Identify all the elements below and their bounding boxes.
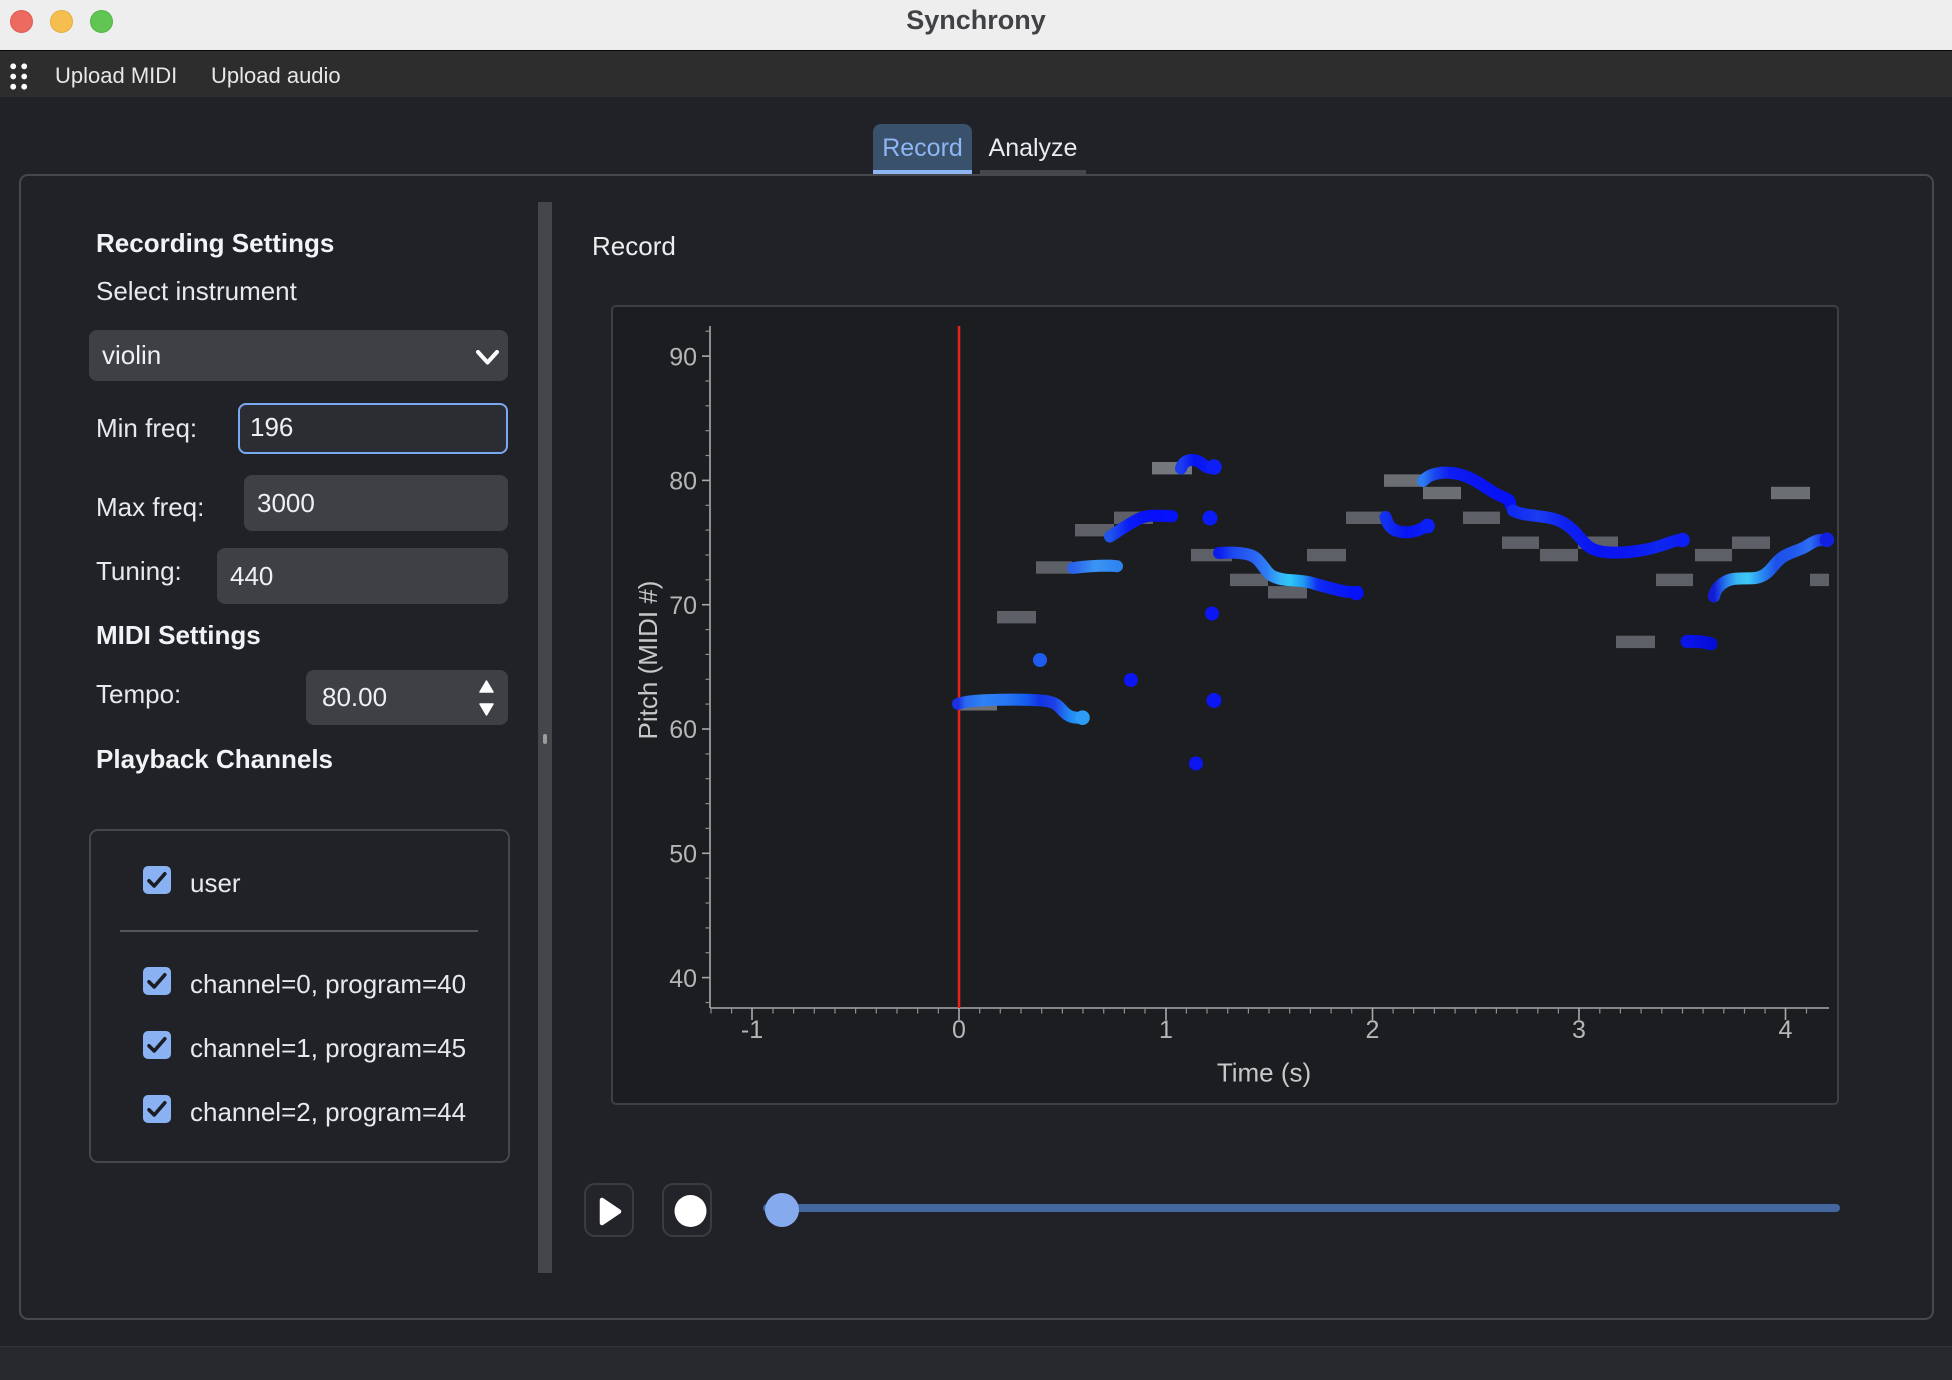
svg-text:-1: -1 [741, 1016, 763, 1044]
svg-text:70: 70 [669, 592, 697, 620]
svg-text:50: 50 [669, 841, 697, 869]
svg-text:90: 90 [669, 344, 697, 372]
svg-text:3: 3 [1572, 1016, 1586, 1044]
svg-text:40: 40 [669, 965, 697, 993]
svg-text:80: 80 [669, 468, 697, 496]
svg-text:Time (s): Time (s) [1217, 1058, 1311, 1088]
svg-text:2: 2 [1366, 1016, 1380, 1044]
svg-text:1: 1 [1159, 1016, 1173, 1044]
svg-text:0: 0 [952, 1016, 966, 1044]
svg-text:Pitch (MIDI #): Pitch (MIDI #) [633, 581, 663, 740]
svg-text:4: 4 [1779, 1016, 1793, 1044]
svg-text:60: 60 [669, 716, 697, 744]
